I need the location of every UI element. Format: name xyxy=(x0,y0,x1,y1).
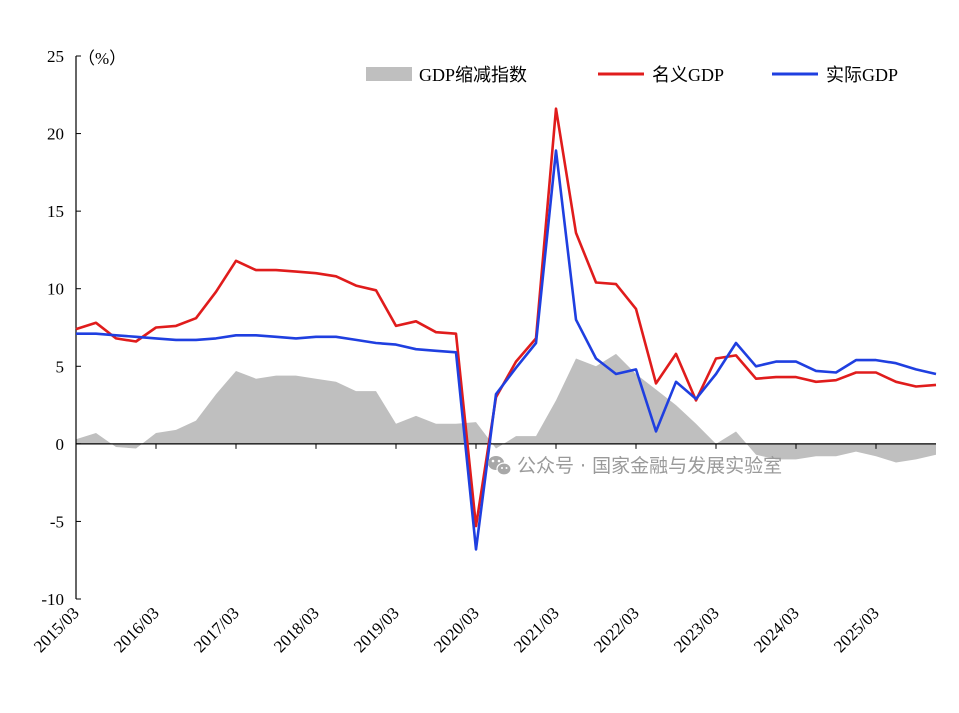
series-lines xyxy=(75,107,937,551)
y-tick-label: -10 xyxy=(41,590,64,609)
x-tick-label: 2017/03 xyxy=(190,603,243,656)
y-tick-label: 20 xyxy=(47,125,64,144)
y-tick-label: 10 xyxy=(47,280,64,299)
x-tick-label: 2023/03 xyxy=(670,603,723,656)
x-tick-label: 2025/03 xyxy=(830,603,883,656)
legend-item-nominal: 名义GDP xyxy=(598,65,724,85)
legend-label-deflator: GDP缩减指数 xyxy=(419,65,527,85)
x-tick-label: 2016/03 xyxy=(110,603,163,656)
x-tick-label: 2019/03 xyxy=(350,603,403,656)
legend-item-real: 实际GDP xyxy=(772,65,898,85)
legend-label-real: 实际GDP xyxy=(826,65,898,85)
deflator-area-layer xyxy=(76,353,936,463)
y-tick-label: 5 xyxy=(56,357,65,376)
legend: GDP缩减指数 名义GDP 实际GDP xyxy=(366,65,898,85)
line-real-gdp xyxy=(76,149,937,551)
y-tick-label: 0 xyxy=(56,435,65,454)
watermark: 公众号 · 国家金融与发展实验室 xyxy=(488,455,782,477)
x-tick-label: 2022/03 xyxy=(590,603,643,656)
watermark-text: 公众号 · 国家金融与发展实验室 xyxy=(517,455,782,477)
legend-item-deflator: GDP缩减指数 xyxy=(366,65,527,85)
y-axis-unit-label: （%） xyxy=(78,49,126,68)
area-deflator xyxy=(76,353,936,463)
axes xyxy=(75,55,936,600)
y-tick-label: 25 xyxy=(47,47,64,66)
x-tick-label: 2018/03 xyxy=(270,603,323,656)
legend-swatch-deflator xyxy=(366,67,412,81)
x-tick-label: 2020/03 xyxy=(430,603,483,656)
x-tick-label: 2015/03 xyxy=(30,603,83,656)
x-tick-label: 2021/03 xyxy=(510,603,563,656)
y-tick-label: -5 xyxy=(50,512,64,531)
x-tick-label: 2024/03 xyxy=(750,603,803,656)
legend-label-nominal: 名义GDP xyxy=(652,65,724,85)
wechat-icon xyxy=(488,456,512,476)
y-tick-label: 15 xyxy=(47,202,64,221)
